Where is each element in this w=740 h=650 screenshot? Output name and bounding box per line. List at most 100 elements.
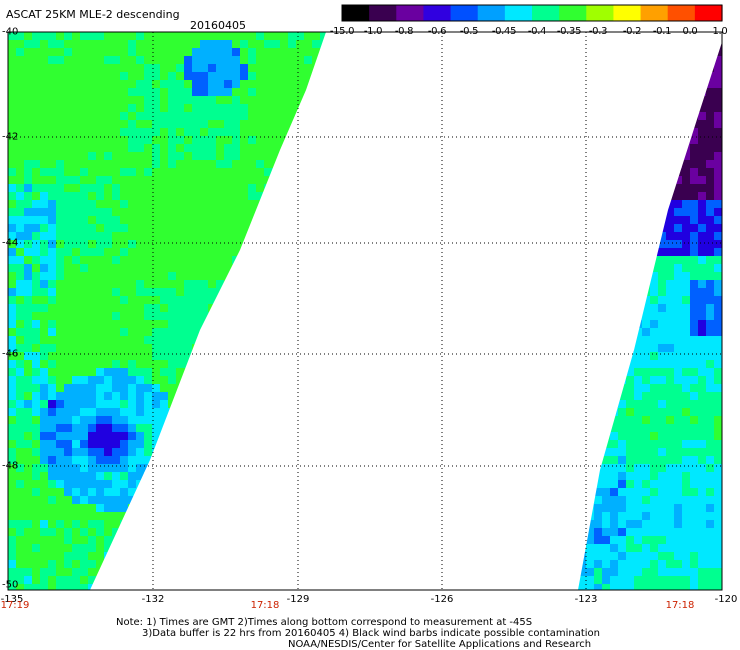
data-cell: [328, 120, 336, 128]
data-cell: [32, 392, 40, 400]
data-cell: [594, 512, 602, 520]
data-cell: [706, 48, 714, 56]
data-cell: [128, 248, 136, 256]
data-cell: [16, 288, 24, 296]
data-cell: [128, 152, 136, 160]
data-cell: [192, 416, 200, 424]
data-cell: [128, 584, 136, 590]
data-cell: [32, 264, 40, 272]
data-cell: [232, 208, 240, 216]
data-cell: [56, 232, 64, 240]
data-cell: [96, 184, 104, 192]
data-cell: [610, 480, 618, 488]
data-cell: [136, 264, 144, 272]
data-cell: [722, 552, 730, 560]
data-cell: [88, 488, 96, 496]
data-cell: [312, 272, 320, 280]
data-cell: [698, 88, 706, 96]
data-cell: [224, 88, 232, 96]
data-cell: [136, 272, 144, 280]
data-cell: [570, 40, 578, 48]
data-cell: [88, 152, 96, 160]
data-cell: [56, 272, 64, 280]
data-cell: [690, 144, 698, 152]
data-cell: [248, 296, 256, 304]
data-cell: [192, 344, 200, 352]
data-cell: [200, 488, 208, 496]
data-cell: [216, 72, 224, 80]
data-cell: [88, 512, 96, 520]
note-line-2: 3)Data buffer is 22 hrs from 20160405 4)…: [142, 628, 600, 639]
data-cell: [112, 488, 120, 496]
data-cell: [96, 504, 104, 512]
data-cell: [168, 264, 176, 272]
data-cell: [578, 240, 586, 248]
data-cell: [698, 432, 706, 440]
data-cell: [658, 520, 666, 528]
data-cell: [176, 248, 184, 256]
data-cell: [666, 456, 674, 464]
data-cell: [72, 296, 80, 304]
data-cell: [594, 64, 602, 72]
data-cell: [80, 184, 88, 192]
data-cell: [610, 352, 618, 360]
data-cell: [216, 296, 224, 304]
data-cell: [200, 104, 208, 112]
data-cell: [714, 224, 722, 232]
data-cell: [634, 528, 642, 536]
data-cell: [120, 160, 128, 168]
data-cell: [674, 152, 682, 160]
data-cell: [136, 48, 144, 56]
data-cell: [690, 360, 698, 368]
data-cell: [578, 216, 586, 224]
data-cell: [184, 464, 192, 472]
data-cell: [240, 312, 248, 320]
data-cell: [690, 320, 698, 328]
data-cell: [642, 264, 650, 272]
data-cell: [16, 104, 24, 112]
data-cell: [64, 584, 72, 590]
data-cell: [32, 232, 40, 240]
data-cell: [56, 296, 64, 304]
data-cell: [634, 440, 642, 448]
data-cell: [570, 208, 578, 216]
data-cell: [184, 416, 192, 424]
data-cell: [256, 296, 264, 304]
data-cell: [48, 448, 56, 456]
data-cell: [176, 448, 184, 456]
data-cell: [312, 544, 320, 552]
data-cell: [184, 288, 192, 296]
data-cell: [200, 200, 208, 208]
data-cell: [184, 544, 192, 552]
data-cell: [312, 392, 320, 400]
data-cell: [248, 336, 256, 344]
data-cell: [578, 464, 586, 472]
data-cell: [216, 320, 224, 328]
data-cell: [634, 72, 642, 80]
data-cell: [642, 272, 650, 280]
data-cell: [136, 408, 144, 416]
data-cell: [320, 224, 326, 232]
data-cell: [320, 288, 326, 296]
data-cell: [48, 464, 56, 472]
data-cell: [658, 264, 666, 272]
data-cell: [304, 200, 312, 208]
data-cell: [112, 320, 120, 328]
data-cell: [682, 544, 690, 552]
data-cell: [578, 496, 586, 504]
data-cell: [32, 136, 40, 144]
data-cell: [184, 456, 192, 464]
data-cell: [666, 248, 674, 256]
data-cell: [634, 360, 642, 368]
data-cell: [16, 192, 24, 200]
data-cell: [184, 240, 192, 248]
data-cell: [674, 200, 682, 208]
data-cell: [658, 160, 666, 168]
data-cell: [16, 528, 24, 536]
data-cell: [714, 544, 722, 552]
data-cell: [666, 480, 674, 488]
data-cell: [610, 520, 618, 528]
data-cell: [320, 448, 326, 456]
data-cell: [224, 504, 232, 512]
data-cell: [224, 392, 232, 400]
